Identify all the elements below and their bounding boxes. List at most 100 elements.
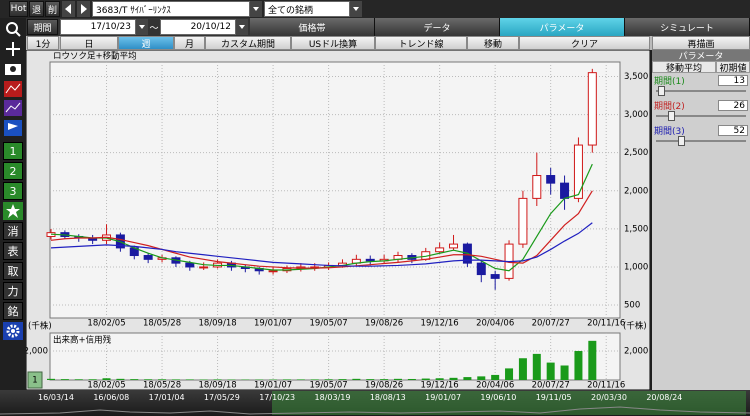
sidebar-button[interactable]: 力 xyxy=(3,282,23,300)
candle-body xyxy=(268,270,278,273)
volume-bar xyxy=(421,378,430,380)
param-label: 期間(1) xyxy=(654,77,685,87)
volume-bar xyxy=(171,379,180,380)
redraw-button[interactable]: 再描画 xyxy=(652,36,750,50)
volume-bar xyxy=(74,379,83,380)
x-tick-label: 20/07/27 xyxy=(532,381,570,391)
volume-bar xyxy=(394,378,402,380)
tab[interactable]: 価格帯 xyxy=(250,18,375,36)
settings-icon[interactable] xyxy=(3,322,23,340)
volume-bar xyxy=(560,365,569,380)
sidebar-button[interactable]: 銘 xyxy=(3,302,23,320)
candle-body xyxy=(546,175,556,184)
chart-title: ロウソク足+移動平均 xyxy=(53,51,137,62)
volume-bar xyxy=(449,377,458,380)
timeline-label: 16/03/14 xyxy=(38,392,74,402)
interval-button[interactable]: 日 xyxy=(60,36,118,50)
volume-bar xyxy=(588,340,597,380)
x-tick-label: 19/08/26 xyxy=(365,319,403,329)
timeline-label: 17/01/04 xyxy=(148,392,185,402)
dropdown[interactable] xyxy=(236,19,248,35)
nav-arrows[interactable] xyxy=(62,1,90,17)
move-button[interactable]: 移動 xyxy=(467,36,519,50)
volume-bar xyxy=(47,378,55,380)
param-value[interactable]: 26 xyxy=(718,100,748,111)
timeline-label: 17/10/23 xyxy=(259,392,296,402)
dropdown[interactable] xyxy=(350,1,362,17)
symbol-input[interactable]: 3683/T ｻｲﾊﾞｰﾘﾝｸｽ xyxy=(92,1,250,17)
param-label: 期間(3) xyxy=(654,127,685,137)
volume-bar xyxy=(116,378,125,380)
end-date[interactable]: 20/10/12 xyxy=(160,19,236,35)
trendline-button[interactable]: トレンド線 xyxy=(375,36,467,50)
sidebar-button[interactable]: 3 xyxy=(3,182,23,200)
custom-period-button[interactable]: カスタム期間 xyxy=(205,36,291,50)
tab-active[interactable]: パラメータ xyxy=(500,18,625,36)
y-tick-label: 1,000 xyxy=(624,262,648,272)
sidebar-button[interactable]: 2 xyxy=(3,162,23,180)
sidebar-icons[interactable] xyxy=(3,20,23,138)
interval-button[interactable]: 月 xyxy=(174,36,205,50)
dropdown[interactable] xyxy=(136,19,148,35)
candle-body xyxy=(490,274,500,279)
start-date[interactable]: 17/10/23 xyxy=(60,19,136,35)
timeline-label: 17/05/29 xyxy=(203,392,240,402)
dropdown[interactable] xyxy=(250,1,262,17)
timeline-label: 20/08/24 xyxy=(646,392,683,402)
sidebar-button[interactable]: 1 xyxy=(3,142,23,160)
param-label: 期間(2) xyxy=(654,102,685,112)
x-tick-label: 20/11/16 xyxy=(587,381,625,391)
y-tick-label: 2,000 xyxy=(26,346,48,356)
volume-bar xyxy=(88,379,97,380)
candle-body xyxy=(435,247,445,253)
interval-button[interactable]: 1分 xyxy=(27,36,59,50)
timeline-label: 16/06/08 xyxy=(93,392,130,402)
candle-body xyxy=(185,262,195,268)
volume-bar xyxy=(505,368,514,380)
volume-bar xyxy=(144,379,153,380)
sidebar-button[interactable]: 取 xyxy=(3,262,23,280)
slider-track xyxy=(656,140,746,142)
star-icon[interactable] xyxy=(3,202,23,220)
param-value[interactable]: 52 xyxy=(718,125,748,136)
volume-bar xyxy=(282,379,291,380)
y-tick-label: 2,500 xyxy=(624,148,648,158)
separator: ～ xyxy=(149,23,159,34)
volume-bar xyxy=(518,358,527,380)
volume-bar xyxy=(532,353,541,380)
slider-handle[interactable] xyxy=(678,136,685,146)
x-tick-label: 18/05/28 xyxy=(143,381,181,391)
candle-body xyxy=(199,266,209,269)
clear-button[interactable]: クリア xyxy=(519,36,650,50)
interval-button-active[interactable]: 週 xyxy=(118,36,174,50)
volume-bar xyxy=(185,379,194,380)
x-tick-label: 20/07/27 xyxy=(532,319,570,329)
usd-button[interactable]: USドル換算 xyxy=(291,36,375,50)
back-button[interactable]: 退 xyxy=(29,1,44,17)
y-tick-label: 500 xyxy=(624,301,640,311)
universe-select[interactable]: 全ての銘柄 xyxy=(264,1,350,17)
delete-button[interactable]: 削 xyxy=(45,1,60,17)
pane-number: 1 xyxy=(32,376,37,386)
volume-bar xyxy=(338,379,347,380)
slider-handle[interactable] xyxy=(658,86,665,96)
volume-unit: (千株) xyxy=(28,321,52,332)
sidebar-button[interactable]: 消 xyxy=(3,222,23,240)
param-value[interactable]: 13 xyxy=(718,75,748,86)
volume-bar xyxy=(102,378,111,380)
x-tick-label: 19/12/16 xyxy=(421,319,459,329)
x-tick-label: 20/04/06 xyxy=(476,319,514,329)
candle-body xyxy=(449,243,459,249)
sidebar-button[interactable]: 表 xyxy=(3,242,23,260)
tab[interactable]: シミュレート xyxy=(625,18,750,36)
slider-handle[interactable] xyxy=(668,111,675,121)
tab[interactable]: データ xyxy=(375,18,500,36)
hot-button[interactable]: Hot xyxy=(9,1,28,17)
timeline-label: 19/01/07 xyxy=(425,392,462,402)
volume-bar xyxy=(477,376,486,380)
y-tick-label: 2,000 xyxy=(624,346,648,356)
x-tick-label: 18/02/05 xyxy=(87,381,125,391)
chart-area: 1 ロウソク足+移動平均 出来高+信用残 (千株) (千株) 3,500 3,00… xyxy=(26,50,650,390)
y-tick-label: 2,000 xyxy=(624,186,648,196)
